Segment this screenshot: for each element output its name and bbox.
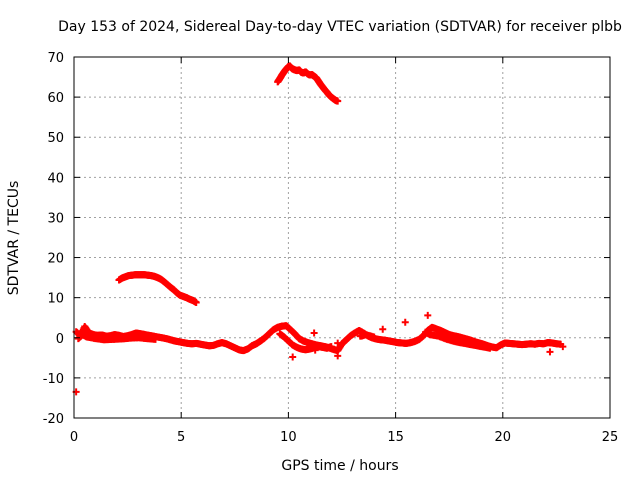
data-point — [334, 97, 342, 105]
data-point — [546, 348, 554, 356]
data-point — [356, 332, 364, 340]
data-point — [327, 343, 335, 351]
data-point — [379, 325, 387, 333]
x-tick-label: 25 — [602, 430, 619, 445]
data-point — [401, 318, 409, 326]
data-points — [72, 62, 567, 396]
data-point — [310, 329, 318, 337]
x-tick-label: 15 — [387, 430, 404, 445]
y-tick-label: 70 — [47, 51, 64, 66]
data-point — [311, 346, 319, 354]
y-axis-label: SDTVAR / TECUs — [6, 181, 22, 296]
plot-frame — [73, 56, 611, 419]
y-tick-label: 40 — [47, 171, 64, 186]
y-tick-label: 60 — [47, 91, 64, 106]
y-tick-label: 50 — [47, 131, 64, 146]
y-tick-label: -10 — [43, 372, 64, 387]
data-point — [289, 353, 297, 361]
x-axis-label: GPS time / hours — [281, 458, 398, 474]
data-point — [559, 343, 567, 351]
axis-ticks: 0 5 10 15 20 25 -20 -10 0 10 20 30 40 50 60 70 — [43, 51, 619, 445]
data-point — [424, 311, 432, 319]
data-point — [334, 352, 342, 360]
y-tick-label: 20 — [47, 252, 64, 267]
x-tick-label: 0 — [70, 430, 78, 445]
data-point — [192, 298, 200, 306]
x-tick-label: 5 — [177, 430, 185, 445]
x-tick-label: 10 — [280, 430, 297, 445]
y-tick-label: 30 — [47, 211, 64, 226]
gridlines — [74, 57, 610, 418]
y-tick-label: 10 — [47, 292, 64, 307]
data-point — [151, 335, 159, 343]
x-tick-label: 20 — [495, 430, 512, 445]
chart-title: Day 153 of 2024, Sidereal Day-to-day VTE… — [58, 19, 622, 35]
data-point — [370, 333, 378, 341]
y-tick-label: 0 — [56, 332, 64, 347]
data-point — [486, 344, 494, 352]
data-point — [334, 339, 342, 347]
y-tick-label: -20 — [43, 412, 64, 427]
